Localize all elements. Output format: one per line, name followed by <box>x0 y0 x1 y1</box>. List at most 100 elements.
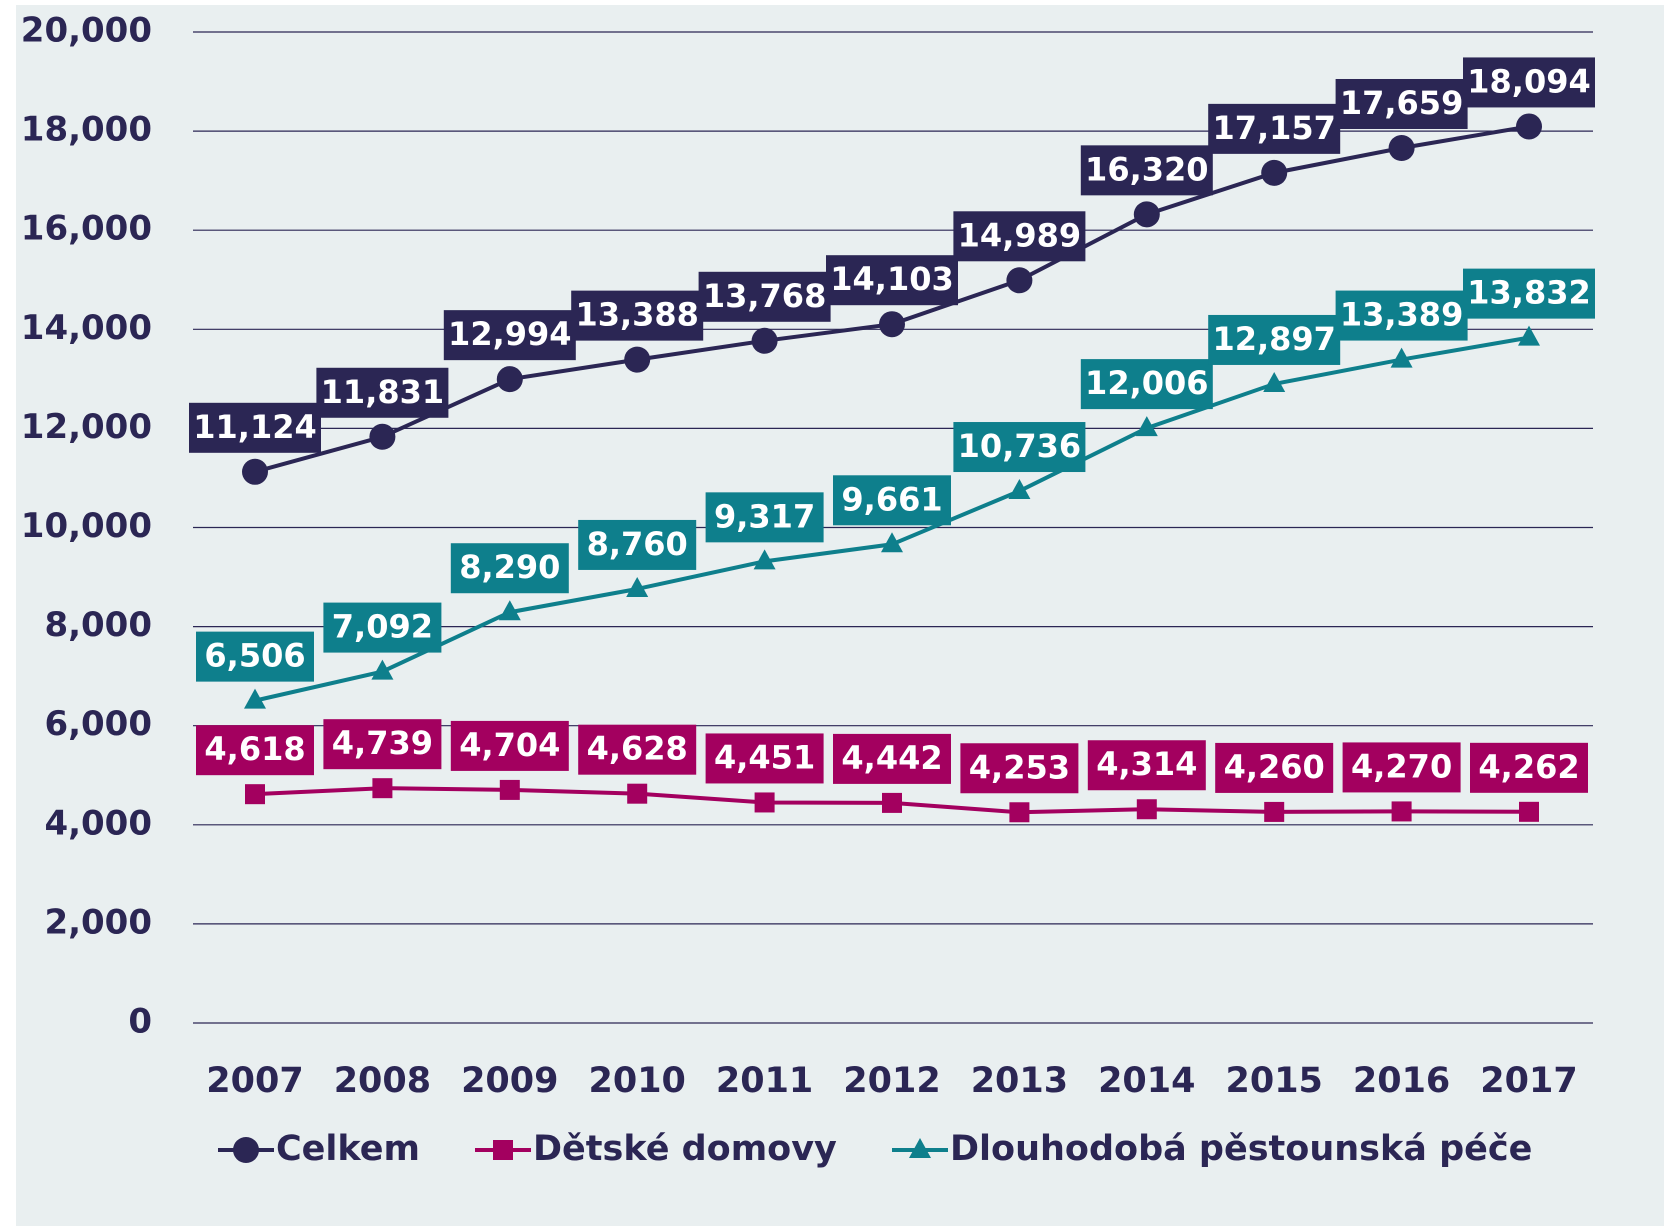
value-label: 4,260 <box>1224 748 1325 786</box>
value-label-box <box>960 743 1079 794</box>
x-tick-label: 2011 <box>716 1061 813 1101</box>
value-label-box <box>1215 742 1334 793</box>
point <box>1006 267 1033 294</box>
value-label: 4,253 <box>969 748 1070 786</box>
value-label-box <box>1470 742 1588 793</box>
y-tick-label: 0 <box>128 1002 152 1042</box>
legend-label: Dětské domovy <box>533 1129 837 1169</box>
point <box>493 1140 513 1160</box>
value-label: 11,124 <box>193 408 316 446</box>
value-label-box <box>1335 78 1468 129</box>
point <box>242 458 268 485</box>
value-label: 13,389 <box>1340 296 1463 334</box>
y-tick-label: 4,000 <box>44 803 152 843</box>
value-label: 4,739 <box>332 724 433 762</box>
value-label-box <box>571 290 704 341</box>
value-label-box <box>323 602 442 653</box>
point <box>1008 479 1031 500</box>
legend-label: Celkem <box>276 1129 420 1169</box>
y-tick-label: 14,000 <box>21 308 152 348</box>
x-tick-label: 2016 <box>1353 1061 1450 1101</box>
value-label-box <box>833 475 951 526</box>
chart-background <box>16 5 1664 1226</box>
value-label-box <box>953 211 1086 262</box>
point <box>1263 371 1286 392</box>
value-label-box <box>1080 145 1213 196</box>
point <box>372 778 393 799</box>
value-label-box <box>578 724 697 775</box>
value-label: 17,157 <box>1212 109 1335 147</box>
y-tick-label: 20,000 <box>21 11 152 51</box>
legend-label: Dlouhodobá pěstounská péče <box>950 1129 1532 1169</box>
value-label: 14,989 <box>958 216 1081 254</box>
value-label-box <box>450 720 569 771</box>
point <box>881 532 903 553</box>
point <box>496 366 523 393</box>
point <box>498 600 521 621</box>
point <box>233 1137 259 1163</box>
point <box>1518 325 1540 346</box>
value-label-box <box>1463 57 1595 108</box>
value-label-box <box>1208 314 1341 365</box>
point <box>499 779 520 800</box>
value-label-box <box>705 733 824 784</box>
point <box>751 327 778 354</box>
value-label: 8,290 <box>459 548 560 586</box>
value-label: 4,628 <box>587 730 688 768</box>
point <box>909 1138 931 1158</box>
point <box>1009 802 1030 823</box>
y-tick-label: 6,000 <box>44 704 152 744</box>
value-label: 4,270 <box>1351 747 1452 785</box>
value-label-box <box>1342 742 1461 793</box>
value-label-box <box>833 733 951 784</box>
value-label: 4,314 <box>1096 745 1197 783</box>
point <box>1388 134 1415 161</box>
value-label: 11,831 <box>321 373 444 411</box>
point <box>1516 113 1542 140</box>
y-tick-label: 10,000 <box>21 506 152 546</box>
value-label: 13,388 <box>575 296 698 334</box>
point <box>627 783 648 804</box>
value-label-box <box>826 255 958 306</box>
point <box>245 784 265 805</box>
value-label: 12,897 <box>1212 320 1335 358</box>
point <box>1391 801 1412 822</box>
value-label-box <box>316 367 449 418</box>
value-label: 13,768 <box>703 277 826 315</box>
point <box>1135 416 1158 437</box>
value-label: 13,832 <box>1467 274 1590 312</box>
x-tick-label: 2014 <box>1098 1061 1195 1101</box>
value-label-box <box>578 519 697 570</box>
value-label-box <box>443 310 576 361</box>
value-label: 9,317 <box>714 497 815 535</box>
value-label-box <box>189 402 321 453</box>
point <box>882 792 902 813</box>
point <box>244 688 266 709</box>
value-label-box <box>1208 103 1341 154</box>
value-label: 9,661 <box>841 480 942 518</box>
value-label: 8,760 <box>587 525 688 563</box>
point <box>754 792 775 813</box>
value-label: 18,094 <box>1467 62 1590 100</box>
y-tick-label: 16,000 <box>21 209 152 249</box>
point <box>1519 801 1539 822</box>
y-tick-label: 18,000 <box>21 110 152 150</box>
value-label-box <box>698 271 831 322</box>
value-label: 14,103 <box>830 260 953 298</box>
value-label: 10,736 <box>958 427 1081 465</box>
value-label: 7,092 <box>332 608 433 646</box>
value-label-box <box>196 631 314 682</box>
point <box>624 346 651 373</box>
point <box>1261 159 1288 186</box>
value-label-box <box>450 543 569 594</box>
point <box>1264 801 1285 822</box>
value-label-box <box>953 422 1086 473</box>
value-label: 17,659 <box>1340 84 1463 122</box>
value-label-box <box>196 725 314 776</box>
value-label: 6,506 <box>204 637 305 675</box>
value-label: 12,006 <box>1085 364 1208 402</box>
value-label-box <box>323 719 442 770</box>
value-label: 4,442 <box>841 739 942 777</box>
point <box>1390 347 1413 368</box>
